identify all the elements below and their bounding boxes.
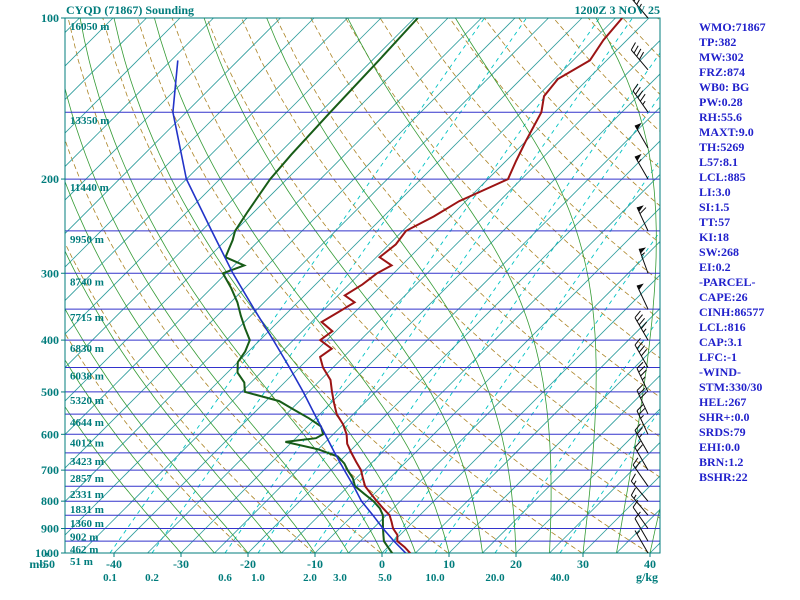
temp-label-0: 0 [379, 557, 385, 571]
index-line-8: TH:5269 [699, 140, 745, 154]
mixing-ratio-label-0.6: 0.6 [218, 572, 232, 584]
index-line-11: LI:3.0 [699, 185, 731, 199]
mixing-ratio-label-10.0: 10.0 [425, 572, 445, 584]
dry-adiabats [65, 18, 660, 553]
pressure-label-400: 400 [41, 333, 59, 347]
index-line-22: LFC:-1 [699, 350, 737, 364]
chart-title: CYQD (71867) Sounding [66, 3, 195, 17]
pressure-label-800: 800 [41, 494, 59, 508]
temp-label--20: -20 [240, 557, 256, 571]
index-line-9: L57:8.1 [699, 155, 738, 169]
pressure-label-900: 900 [41, 522, 59, 536]
height-label-550: 4644 m [70, 417, 104, 429]
pressure-label-200: 200 [41, 172, 59, 186]
temp-label-40: 40 [644, 557, 656, 571]
pressure-label-100: 100 [41, 11, 59, 25]
index-line-18: CAPE:26 [699, 290, 748, 304]
index-line-12: SI:1.5 [699, 200, 730, 214]
index-line-29: BRN:1.2 [699, 455, 744, 469]
temp-label-20: 20 [510, 557, 522, 571]
index-line-15: SW:268 [699, 245, 740, 259]
isobars [65, 18, 660, 553]
mixing-ratio-lines [109, 18, 660, 553]
index-line-1: TP:382 [699, 35, 737, 49]
index-line-21: CAP:3.1 [699, 335, 743, 349]
mixing-ratio-label-0.1: 0.1 [103, 572, 117, 584]
height-label-250: 9950 m [70, 234, 104, 246]
index-line-16: EI:0.2 [699, 260, 731, 274]
height-label-150: 13350 m [70, 115, 109, 127]
pressure-unit-label: mb [29, 557, 46, 571]
height-label-350: 7715 m [70, 312, 104, 324]
height-label-500: 5320 m [70, 395, 104, 407]
pressure-label-600: 600 [41, 427, 59, 441]
height-label-1000: 51 m [70, 556, 93, 568]
parcel-trace [172, 60, 407, 553]
height-label-300: 8740 m [70, 276, 104, 288]
mixing-ratio-label-0.2: 0.2 [145, 572, 159, 584]
temp-label--50: -50 [39, 557, 55, 571]
dewpoint-trace [221, 18, 419, 553]
mixing-ratio-label-40.0: 40.0 [550, 572, 570, 584]
height-label-800: 1831 m [70, 504, 104, 516]
height-label-750: 2331 m [70, 489, 104, 501]
temp-label--30: -30 [173, 557, 189, 571]
height-label-650: 3423 m [70, 456, 104, 468]
height-label-850: 1360 m [70, 518, 104, 530]
index-line-3: FRZ:874 [699, 65, 745, 79]
mixing-ratio-label-5.0: 5.0 [378, 572, 392, 584]
height-label-700: 2857 m [70, 473, 104, 485]
mixing-ratio-label-3.0: 3.0 [333, 572, 347, 584]
index-line-10: LCL:885 [699, 170, 746, 184]
indices-panel: WMO:71867 TP:382 MW:302 FRZ:874 WB0: BG PW:0.… [699, 20, 799, 485]
index-line-6: RH:55.6 [699, 110, 742, 124]
index-line-14: KI:18 [699, 230, 729, 244]
height-label-600: 4012 m [70, 437, 104, 449]
index-line-26: SHR+:0.0 [699, 410, 750, 424]
height-label-450: 6038 m [70, 370, 104, 382]
plot-border [64, 17, 661, 554]
index-line-30: BSHR:22 [699, 470, 748, 484]
height-label-900: 902 m [70, 532, 98, 544]
index-line-23: -WIND- [699, 365, 741, 379]
index-line-25: HEL:267 [699, 395, 747, 409]
temperature-trace [318, 18, 623, 553]
index-line-13: TT:57 [699, 215, 731, 229]
index-line-19: CINH:86577 [699, 305, 765, 319]
mixing-ratio-label-1.0: 1.0 [251, 572, 265, 584]
wind-barbs [630, 0, 649, 554]
pressure-label-700: 700 [41, 463, 59, 477]
temp-label--10: -10 [307, 557, 323, 571]
index-line-28: EHI:0.0 [699, 440, 741, 454]
index-line-4: WB0: BG [699, 80, 750, 94]
valid-time: 1200Z 3 NOV 25 [574, 3, 660, 17]
temp-label--40: -40 [106, 557, 122, 571]
index-line-2: MW:302 [699, 50, 744, 64]
index-line-5: PW:0.28 [699, 95, 743, 109]
height-label-100: 16050 m [70, 21, 109, 33]
height-label-950: 462 m [70, 544, 98, 556]
pressure-label-500: 500 [41, 385, 59, 399]
temp-label-30: 30 [577, 557, 589, 571]
index-line-7: MAXT:9.0 [699, 125, 754, 139]
height-label-400: 6830 m [70, 343, 104, 355]
index-line-17: -PARCEL- [699, 275, 756, 289]
pressure-label-300: 300 [41, 266, 59, 280]
index-line-24: STM:330/30 [699, 380, 763, 394]
temp-label-10: 10 [443, 557, 455, 571]
height-label-200: 11440 m [70, 182, 109, 194]
mixing-ratio-label-2.0: 2.0 [303, 572, 317, 584]
index-line-27: SRDS:79 [699, 425, 746, 439]
isotherms [65, 18, 660, 553]
index-line-20: LCL:816 [699, 320, 746, 334]
mixing-ratio-label-20.0: 20.0 [485, 572, 505, 584]
index-line-0: WMO:71867 [699, 20, 766, 34]
mixing-unit-label: g/kg [636, 570, 658, 584]
